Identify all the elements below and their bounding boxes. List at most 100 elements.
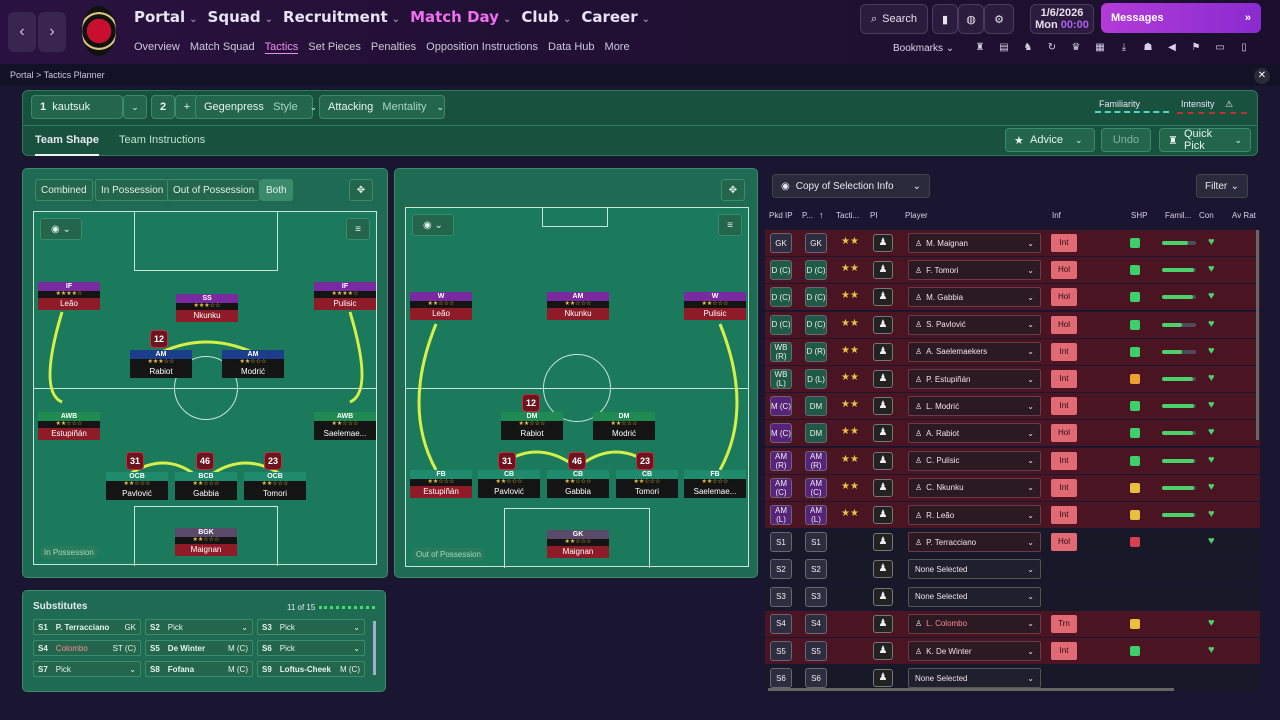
player-instructions-button[interactable]: ♟ <box>873 642 893 660</box>
player-instructions-button[interactable]: ♟ <box>873 560 893 579</box>
table-row[interactable]: D (C) D (C) ★★ ♟ ♙ F. Tomori ⌄ Hol ♥ <box>765 257 1260 284</box>
player-instructions-button[interactable]: ♟ <box>873 669 893 688</box>
table-row[interactable]: M (C) DM ★★ ♟ ♙ A. Rabiot ⌄ Hol ♥ <box>765 420 1260 447</box>
subs-scrollbar[interactable] <box>373 621 376 675</box>
mode-both[interactable]: Both <box>260 179 293 201</box>
phone-icon[interactable]: ▯ <box>1241 42 1247 53</box>
bookmark-button[interactable]: ▮ <box>932 4 958 34</box>
back-button[interactable]: ‹ <box>8 12 36 52</box>
mentality-selector[interactable]: Attacking Mentality ⌄ <box>319 95 445 119</box>
player-card[interactable]: IF ★★★★☆ Pulisic <box>314 282 376 312</box>
picked-ip-position[interactable]: AM (R) <box>770 450 792 471</box>
undo-button[interactable]: Undo <box>1101 128 1151 152</box>
bookmarks-dropdown[interactable]: Bookmarks ⌄ <box>893 43 955 54</box>
player-card[interactable]: DM ★★☆☆☆ Modrić <box>593 412 655 442</box>
player-card[interactable]: W ★★☆☆☆ Leão <box>410 292 472 322</box>
sort-arrow-icon[interactable]: ↑ <box>819 210 824 220</box>
player-instructions-button[interactable]: ♟ <box>873 451 893 470</box>
col-player[interactable]: Player <box>905 211 928 220</box>
player-instructions-button[interactable]: ♟ <box>873 478 893 497</box>
table-scrollbar[interactable] <box>1256 230 1259 440</box>
player-card[interactable]: AM ★★☆☆☆ Nkunku <box>547 292 609 322</box>
subnav-penalties[interactable]: Penalties <box>370 41 417 53</box>
search-button[interactable]: ⌕ Search <box>860 4 928 34</box>
picked-op-position[interactable]: D (R) <box>805 341 827 362</box>
picked-op-position[interactable]: D (C) <box>805 260 827 281</box>
table-row[interactable]: M (C) DM ★★ ♟ ♙ L. Modrić ⌄ Int ♥ <box>765 393 1260 420</box>
pitch-settings-button[interactable]: ✥ <box>349 179 373 201</box>
table-row[interactable]: S3 S3 ♟ None Selected ⌄ <box>765 583 1260 610</box>
player-card[interactable]: CB ★★☆☆☆ Pavlović <box>478 470 540 500</box>
picked-ip-position[interactable]: D (C) <box>770 287 792 308</box>
col-shp[interactable]: SHP <box>1131 211 1148 220</box>
picked-ip-position[interactable]: GK <box>770 233 792 253</box>
picked-ip-position[interactable]: S1 <box>770 532 792 553</box>
table-row[interactable]: WB (R) D (R) ★★ ♟ ♙ A. Saelemaekers ⌄ Int ♥ <box>765 338 1260 365</box>
sub-slot[interactable]: S4 Colombo ST (C) <box>33 640 141 656</box>
player-select[interactable]: ♙ C. Pulisic ⌄ <box>908 450 1041 471</box>
tactic-slot-dropdown[interactable]: ⌄ <box>123 95 147 119</box>
col-pkd-ip[interactable]: Pkd IP <box>769 211 793 220</box>
player-card[interactable]: FB ★★☆☆☆ Estupiñán <box>410 470 472 500</box>
table-row[interactable]: AM (R) AM (R) ★★ ♟ ♙ C. Pulisic ⌄ Int ♥ <box>765 447 1260 474</box>
col-pi[interactable]: PI <box>870 211 878 220</box>
picked-op-position[interactable]: S4 <box>805 613 827 634</box>
player-select[interactable]: None Selected ⌄ <box>908 668 1041 689</box>
player-select[interactable]: ♙ M. Maignan ⌄ <box>908 233 1041 253</box>
picked-ip-position[interactable]: AM (L) <box>770 505 792 525</box>
player-card[interactable]: BGK ★★☆☆☆ Maignan <box>175 528 237 558</box>
tab-team-instructions[interactable]: Team Instructions <box>119 134 206 146</box>
copy-selection-dropdown[interactable]: ◉ Copy of Selection Info ⌄ <box>772 174 930 198</box>
trophy-icon[interactable]: ♛ <box>1071 42 1081 53</box>
visibility-toggle[interactable]: ◉ ⌄ <box>40 218 82 240</box>
player-card[interactable]: AM ★★☆☆☆ Modrić <box>222 350 284 380</box>
player-instructions-button[interactable]: ♟ <box>873 587 893 606</box>
picked-ip-position[interactable]: S5 <box>770 641 792 661</box>
sub-slot[interactable]: S8 Fofana M (C) <box>145 661 253 677</box>
subnav-match-squad[interactable]: Match Squad <box>189 41 255 53</box>
player-select[interactable]: ♙ M. Gabbia ⌄ <box>908 287 1041 308</box>
picked-ip-position[interactable]: WB (L) <box>770 369 792 389</box>
player-card[interactable]: DM ★★☆☆☆ Rabiot <box>501 412 563 442</box>
picked-ip-position[interactable]: AM (C) <box>770 477 792 498</box>
subnav-tactics[interactable]: Tactics <box>264 41 299 54</box>
finance-icon[interactable]: ▭ <box>1215 42 1225 53</box>
style-selector[interactable]: Gegenpress Style ⌄ <box>195 95 317 119</box>
picked-op-position[interactable]: DM <box>805 396 827 417</box>
table-row[interactable]: S1 S1 ♟ ♙ P. Terracciano ⌄ Hol ♥ <box>765 529 1260 556</box>
table-row[interactable]: S4 S4 ♟ ♙ L. Colombo ⌄ Trn ♥ <box>765 610 1260 637</box>
picked-ip-position[interactable]: S6 <box>770 668 792 689</box>
flag-icon[interactable]: ⚑ <box>1191 42 1201 53</box>
subnav-more[interactable]: More <box>604 41 630 53</box>
sub-slot[interactable]: S2 Pick ⌄ <box>145 619 253 635</box>
player-card[interactable]: BCB ★★☆☆☆ Gabbia <box>175 472 237 502</box>
player-instructions-button[interactable]: ♟ <box>873 288 893 307</box>
picked-op-position[interactable]: AM (L) <box>805 505 827 525</box>
nav-portal[interactable]: Portal ⌄ <box>134 8 198 26</box>
picked-op-position[interactable]: S2 <box>805 559 827 580</box>
mode-combined[interactable]: Combined <box>35 179 93 201</box>
sub-slot[interactable]: S6 Pick ⌄ <box>257 640 365 656</box>
player-card[interactable]: AWB ★★☆☆☆ Saelemae... <box>314 412 376 442</box>
table-row[interactable]: AM (L) AM (L) ★★ ♟ ♙ R. Leão ⌄ Int ♥ <box>765 502 1260 528</box>
table-row[interactable]: S2 S2 ♟ None Selected ⌄ <box>765 556 1260 583</box>
table-row[interactable]: S5 S5 ♟ ♙ K. De Winter ⌄ Int ♥ <box>765 638 1260 664</box>
picked-op-position[interactable]: S6 <box>805 668 827 689</box>
tab-team-shape[interactable]: Team Shape <box>35 134 99 156</box>
mode-in-possession[interactable]: In Possession <box>95 179 170 201</box>
training-icon[interactable]: ♞ <box>1023 42 1033 53</box>
table-hscrollbar[interactable] <box>768 688 1174 691</box>
picked-op-position[interactable]: S5 <box>805 641 827 661</box>
picked-ip-position[interactable]: S3 <box>770 586 792 607</box>
picked-op-position[interactable]: D (C) <box>805 287 827 308</box>
sub-slot[interactable]: S3 Pick ⌄ <box>257 619 365 635</box>
refresh-icon[interactable]: ↻ <box>1047 42 1057 53</box>
subnav-opposition[interactable]: Opposition Instructions <box>426 41 539 53</box>
player-instructions-button[interactable]: ♟ <box>873 342 893 361</box>
table-row[interactable]: GK GK ★★ ♟ ♙ M. Maignan ⌄ Int ♥ <box>765 230 1260 256</box>
pitch-filter-button[interactable]: ≡ <box>346 218 370 240</box>
picked-ip-position[interactable]: S4 <box>770 613 792 634</box>
visibility-toggle[interactable]: ◉ ⌄ <box>412 214 454 236</box>
table-row[interactable]: AM (C) AM (C) ★★ ♟ ♙ C. Nkunku ⌄ Int ♥ <box>765 474 1260 501</box>
sub-slot[interactable]: S1 P. Terracciano GK <box>33 619 141 635</box>
